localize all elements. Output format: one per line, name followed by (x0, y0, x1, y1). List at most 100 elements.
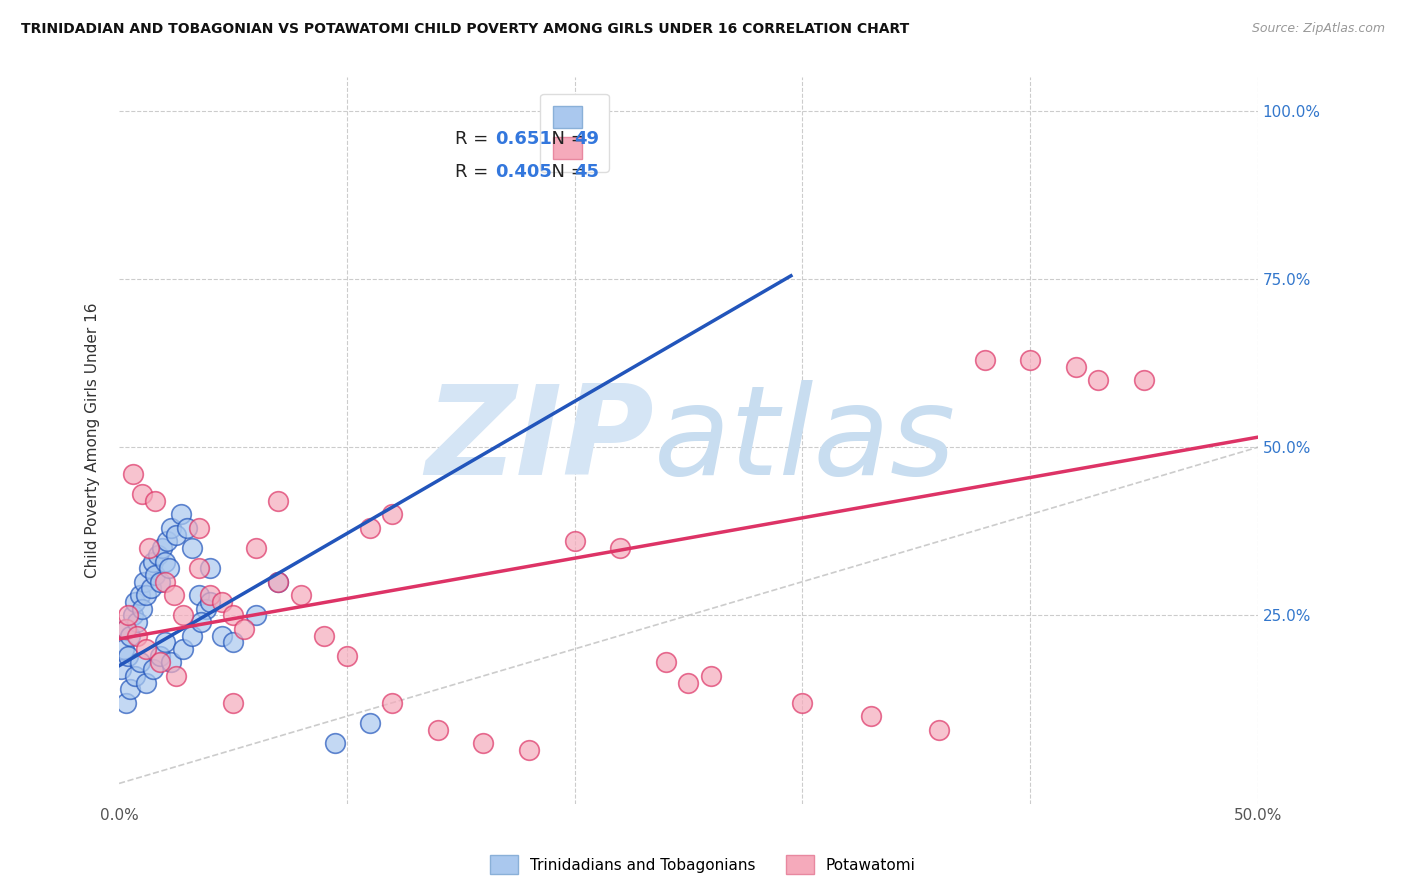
Point (859, 709, 882, 723)
Point (165, 669, 187, 683)
Point (135, 642, 157, 657)
Point (142, 662, 165, 676)
Point (132, 574, 155, 589)
Point (181, 628, 204, 642)
Point (312, 628, 335, 642)
Point (198, 588, 221, 602)
Point (138, 541, 160, 555)
Point (121, 467, 143, 482)
Point (112, 642, 135, 657)
Point (121, 608, 143, 623)
Point (222, 696, 245, 710)
Text: atlas: atlas (654, 380, 956, 501)
Point (169, 508, 191, 522)
Point (156, 534, 179, 549)
Point (153, 635, 176, 649)
Point (1087, 373, 1109, 387)
Point (973, 352, 995, 367)
Point (1019, 352, 1042, 367)
Point (127, 628, 149, 642)
Point (149, 574, 172, 589)
Point (115, 622, 138, 636)
Point (187, 561, 209, 575)
Point (472, 736, 495, 750)
Point (381, 508, 404, 522)
Point (792, 696, 814, 710)
Point (128, 656, 150, 670)
Point (117, 648, 139, 663)
Point (1064, 359, 1087, 374)
Point (245, 608, 267, 623)
Point (198, 561, 221, 575)
Text: TRINIDADIAN AND TOBAGONIAN VS POTAWATOMI CHILD POVERTY AMONG GIRLS UNDER 16 CORR: TRINIDADIAN AND TOBAGONIAN VS POTAWATOMI… (21, 22, 910, 37)
Point (142, 555, 165, 569)
Point (150, 541, 173, 555)
Text: N =: N = (540, 163, 592, 181)
Point (153, 574, 176, 589)
Text: N =: N = (540, 130, 592, 148)
Point (381, 696, 404, 710)
Point (115, 696, 138, 710)
Point (564, 534, 586, 549)
Text: 0.405: 0.405 (495, 163, 551, 181)
Point (146, 548, 169, 562)
Point (222, 608, 245, 623)
Point (1133, 373, 1156, 387)
Point (127, 615, 149, 629)
Point (120, 682, 142, 697)
Legend: Trinidadians and Tobagonians, Potawatomi: Trinidadians and Tobagonians, Potawatomi (484, 849, 922, 880)
Text: 0.651: 0.651 (495, 130, 551, 148)
Point (267, 574, 290, 589)
Text: ZIP: ZIP (426, 380, 654, 501)
Point (187, 588, 209, 602)
Point (149, 648, 172, 663)
Point (145, 494, 167, 508)
Point (172, 642, 194, 657)
Point (181, 541, 204, 555)
Point (160, 521, 183, 535)
Point (128, 588, 150, 602)
Point (654, 656, 676, 670)
Point (267, 494, 290, 508)
Point (120, 628, 142, 642)
Point (336, 648, 359, 663)
Text: 45: 45 (575, 163, 599, 181)
Point (233, 622, 256, 636)
Point (153, 555, 176, 569)
Point (359, 521, 381, 535)
Point (609, 541, 631, 555)
Legend: , : , (540, 94, 609, 172)
Text: R =: R = (456, 163, 494, 181)
Point (517, 743, 540, 757)
Point (172, 608, 194, 623)
Point (928, 723, 950, 737)
Point (700, 669, 723, 683)
Point (190, 615, 212, 629)
Point (187, 521, 209, 535)
Point (110, 662, 132, 676)
Point (678, 675, 700, 690)
Point (267, 574, 290, 589)
Point (135, 675, 157, 690)
Text: Source: ZipAtlas.com: Source: ZipAtlas.com (1251, 22, 1385, 36)
Point (325, 736, 347, 750)
Point (135, 588, 157, 602)
Point (211, 595, 233, 609)
Point (165, 527, 187, 541)
Point (160, 656, 183, 670)
Point (139, 582, 162, 596)
Text: 49: 49 (575, 130, 599, 148)
Point (245, 541, 267, 555)
Point (290, 588, 312, 602)
Point (115, 622, 138, 636)
Point (163, 588, 186, 602)
Point (124, 595, 146, 609)
Point (359, 715, 381, 730)
Point (131, 487, 153, 501)
Point (222, 635, 245, 649)
Point (149, 656, 172, 670)
Point (157, 561, 180, 575)
Point (138, 561, 160, 575)
Y-axis label: Child Poverty Among Girls Under 16: Child Poverty Among Girls Under 16 (86, 302, 100, 578)
Point (117, 608, 139, 623)
